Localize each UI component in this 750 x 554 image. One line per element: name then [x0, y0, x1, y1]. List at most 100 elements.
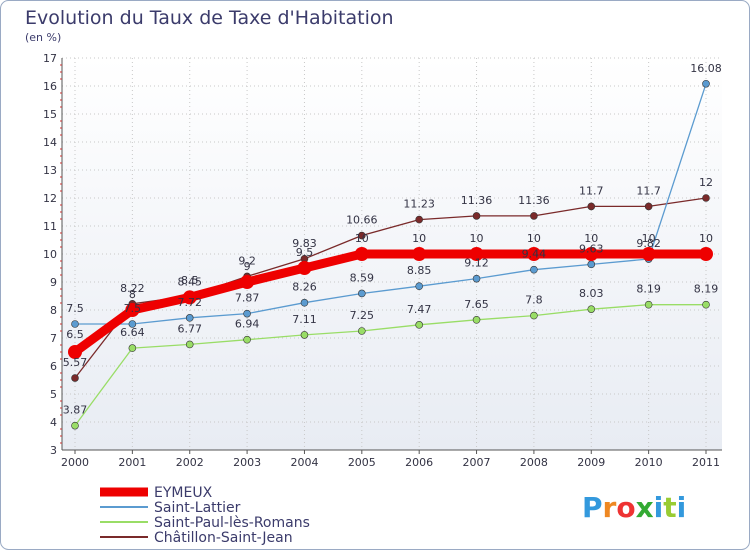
data-label: 10 [355, 232, 369, 245]
data-label: 10 [470, 232, 484, 245]
data-label: 3.87 [63, 404, 88, 417]
data-point [702, 300, 710, 309]
data-label: 8.5 [181, 274, 199, 287]
data-label: 10.66 [346, 214, 378, 227]
data-point [526, 247, 541, 261]
y-tick-label: 3 [50, 444, 57, 457]
data-point [702, 194, 710, 202]
y-minor-tick [60, 407, 62, 409]
y-minor-tick [60, 155, 62, 157]
data-label: 11.7 [636, 184, 661, 197]
y-minor-tick [60, 260, 62, 262]
data-label: 6.5 [66, 328, 84, 341]
data-label: 16.08 [690, 62, 722, 75]
data-label: 11.23 [403, 198, 435, 211]
data-point [415, 282, 423, 291]
data-point [472, 274, 481, 283]
data-point [68, 345, 82, 359]
x-tick-label: 2009 [577, 456, 605, 469]
data-label: 7.65 [464, 298, 489, 311]
y-minor-tick [60, 295, 62, 297]
data-label: 7.5 [124, 302, 142, 315]
data-label: 7.72 [177, 296, 202, 309]
legend: EYMEUXSaint-LattierSaint-Paul-lès-Romans… [100, 485, 310, 546]
y-minor-tick [60, 435, 62, 437]
y-minor-tick [60, 99, 62, 101]
y-tick-label: 12 [43, 192, 57, 205]
data-point [297, 261, 312, 275]
y-minor-tick [60, 267, 62, 269]
y-minor-tick [60, 351, 62, 353]
y-minor-tick [60, 190, 62, 192]
series-line-0 [70, 249, 711, 357]
data-point [125, 303, 140, 317]
data-point [699, 247, 713, 261]
data-label: 6.77 [177, 322, 202, 335]
data-label: 12 [699, 176, 713, 189]
y-minor-tick [60, 316, 62, 318]
proxiti-logo: Proxiti [582, 491, 686, 524]
data-point [358, 327, 366, 335]
data-label: 7.87 [235, 292, 260, 305]
y-minor-tick [60, 428, 62, 430]
data-point [587, 305, 596, 313]
data-point [584, 247, 599, 261]
data-label: 10 [584, 232, 598, 245]
data-label: 7.11 [292, 313, 317, 326]
axes [61, 58, 722, 451]
y-minor-tick [60, 330, 62, 332]
y-tick-label: 5 [50, 388, 57, 401]
series-layer [68, 79, 713, 430]
legend-label: Saint-Paul-lès-Romans [154, 515, 310, 531]
data-point [71, 374, 79, 382]
data-point [128, 344, 137, 352]
data-label: 5.57 [63, 356, 88, 369]
data-label: 10 [699, 232, 713, 245]
data-point [530, 265, 538, 274]
data-label: 7.25 [350, 309, 375, 322]
data-point [182, 290, 197, 305]
data-label: 9.83 [292, 237, 317, 250]
data-label: 9 [244, 260, 251, 273]
data-point [358, 289, 366, 298]
y-tick-label: 6 [50, 360, 57, 373]
data-label: 8.03 [579, 287, 604, 300]
y-tick-label: 4 [50, 416, 57, 429]
data-label: 6.64 [120, 326, 145, 339]
y-tick-label: 13 [43, 164, 57, 177]
data-point [641, 247, 656, 261]
data-point [702, 79, 710, 88]
data-point [354, 247, 369, 261]
x-tick-label: 2001 [118, 456, 146, 469]
y-tick-label: 16 [43, 80, 57, 93]
y-minor-tick [60, 148, 62, 150]
y-minor-tick [60, 71, 62, 73]
y-minor-tick [60, 218, 62, 220]
x-tick-label: 2004 [290, 456, 318, 469]
y-tick-label: 15 [43, 108, 57, 121]
data-point [415, 215, 423, 224]
data-label: 10 [642, 232, 656, 245]
data-point [469, 247, 484, 261]
logo-letter: P [582, 491, 603, 524]
legend-label: Châtillon-Saint-Jean [154, 530, 293, 546]
y-minor-tick [60, 344, 62, 346]
data-point [71, 320, 79, 328]
data-point [300, 298, 309, 307]
data-label: 10 [412, 232, 426, 245]
y-minor-tick [60, 183, 62, 185]
data-label: 9.63 [579, 242, 604, 255]
y-tick-label: 9 [50, 276, 57, 289]
data-label: 8.22 [120, 282, 145, 295]
x-tick-label: 2000 [61, 456, 89, 469]
data-label: 9.44 [522, 248, 547, 261]
data-label: 8.59 [350, 271, 375, 284]
data-point [185, 314, 194, 322]
data-point [644, 300, 653, 309]
y-minor-tick [60, 78, 62, 80]
data-point [587, 260, 596, 269]
y-minor-tick [60, 134, 62, 136]
y-tick-label: 11 [43, 220, 57, 233]
